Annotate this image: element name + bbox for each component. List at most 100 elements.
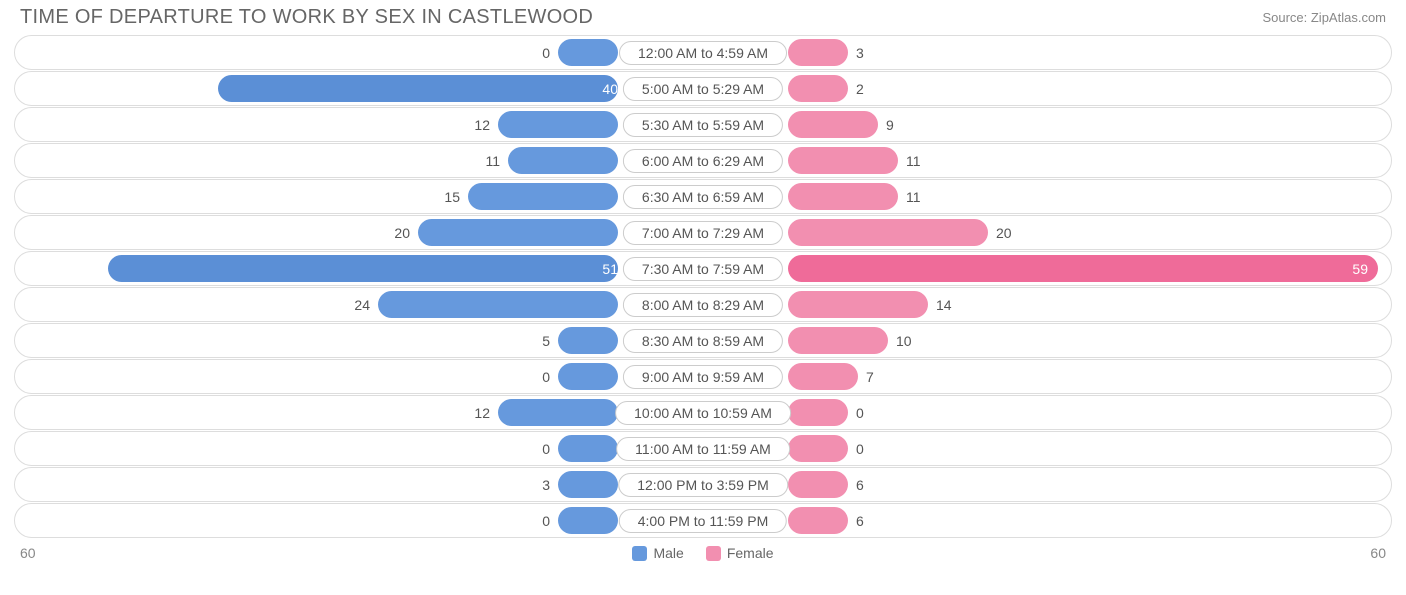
- row-time-label: 12:00 PM to 3:59 PM: [618, 473, 788, 497]
- legend-swatch-female: [706, 546, 721, 561]
- male-value: 20: [386, 225, 418, 241]
- male-bar: [558, 507, 618, 534]
- female-value: 20: [988, 225, 1020, 241]
- chart-row: 5:30 AM to 5:59 AM 12 9: [14, 107, 1392, 142]
- male-value: 0: [534, 513, 558, 529]
- female-value: 0: [848, 441, 872, 457]
- male-bar: [498, 399, 618, 426]
- chart-row: 5:00 AM to 5:29 AM 40 2: [14, 71, 1392, 106]
- row-time-label: 9:00 AM to 9:59 AM: [623, 365, 783, 389]
- chart-row: 12:00 PM to 3:59 PM 3 6: [14, 467, 1392, 502]
- chart-row: 4:00 PM to 11:59 PM 0 6: [14, 503, 1392, 538]
- female-value: 6: [848, 513, 872, 529]
- row-time-label: 12:00 AM to 4:59 AM: [619, 41, 787, 65]
- male-bar: 40: [218, 75, 618, 102]
- male-value: 12: [466, 405, 498, 421]
- male-value: 24: [346, 297, 378, 313]
- row-time-label: 7:30 AM to 7:59 AM: [623, 257, 783, 281]
- chart-title: TIME OF DEPARTURE TO WORK BY SEX IN CAST…: [20, 6, 593, 29]
- chart-row: 8:00 AM to 8:29 AM 24 14: [14, 287, 1392, 322]
- chart-row: 9:00 AM to 9:59 AM 0 7: [14, 359, 1392, 394]
- female-bar: [788, 435, 848, 462]
- female-bar: [788, 399, 848, 426]
- legend-item-female: Female: [706, 545, 774, 561]
- male-bar: [558, 327, 618, 354]
- female-bar-container: 59: [703, 255, 1378, 282]
- chart-row: 8:30 AM to 8:59 AM 5 10: [14, 323, 1392, 358]
- female-bar: 59: [788, 255, 1378, 282]
- chart-row: 6:00 AM to 6:29 AM 11 11: [14, 143, 1392, 178]
- male-bar: [468, 183, 618, 210]
- legend-label-female: Female: [727, 545, 774, 561]
- row-time-label: 6:30 AM to 6:59 AM: [623, 185, 783, 209]
- female-bar: [788, 291, 928, 318]
- male-bar: 51: [108, 255, 618, 282]
- axis-max-left: 60: [20, 545, 36, 561]
- female-bar: [788, 75, 848, 102]
- male-value: 40: [602, 81, 618, 97]
- chart-header: TIME OF DEPARTURE TO WORK BY SEX IN CAST…: [0, 0, 1406, 31]
- male-bar: [558, 471, 618, 498]
- female-value: 2: [848, 81, 872, 97]
- row-time-label: 11:00 AM to 11:59 AM: [616, 437, 790, 461]
- female-value: 9: [878, 117, 902, 133]
- male-bar-container: 51: [108, 255, 703, 282]
- male-value: 3: [534, 477, 558, 493]
- legend-swatch-male: [632, 546, 647, 561]
- female-value: 6: [848, 477, 872, 493]
- female-bar: [788, 363, 858, 390]
- male-value: 15: [436, 189, 468, 205]
- row-time-label: 4:00 PM to 11:59 PM: [619, 509, 787, 533]
- legend-item-male: Male: [632, 545, 683, 561]
- female-bar: [788, 111, 878, 138]
- chart-row: 6:30 AM to 6:59 AM 15 11: [14, 179, 1392, 214]
- male-value: 0: [534, 441, 558, 457]
- male-value: 5: [534, 333, 558, 349]
- female-value: 10: [888, 333, 920, 349]
- male-bar: [558, 363, 618, 390]
- female-bar: [788, 507, 848, 534]
- chart-row: 7:00 AM to 7:29 AM 20 20: [14, 215, 1392, 250]
- female-value: 11: [898, 153, 929, 169]
- female-value: 11: [898, 189, 929, 205]
- male-bar: [498, 111, 618, 138]
- female-value: 7: [858, 369, 882, 385]
- chart-source: Source: ZipAtlas.com: [1262, 6, 1386, 25]
- male-bar: [558, 39, 618, 66]
- male-bar: [558, 435, 618, 462]
- row-time-label: 8:30 AM to 8:59 AM: [623, 329, 783, 353]
- female-bar: [788, 39, 848, 66]
- male-value: 51: [602, 261, 618, 277]
- male-value: 12: [466, 117, 498, 133]
- female-bar: [788, 471, 848, 498]
- female-bar: [788, 219, 988, 246]
- male-bar: [508, 147, 618, 174]
- male-bar: [378, 291, 618, 318]
- male-value: 0: [534, 369, 558, 385]
- female-bar: [788, 183, 898, 210]
- axis-max-right: 60: [1370, 545, 1386, 561]
- legend: Male Female: [632, 545, 773, 561]
- chart-row: 7:30 AM to 7:59 AM 51 59: [14, 251, 1392, 286]
- chart-row: 10:00 AM to 10:59 AM 12 0: [14, 395, 1392, 430]
- chart-footer: 60 Male Female 60: [0, 539, 1406, 561]
- row-time-label: 7:00 AM to 7:29 AM: [623, 221, 783, 245]
- female-value: 59: [1352, 261, 1368, 277]
- female-bar: [788, 327, 888, 354]
- row-time-label: 8:00 AM to 8:29 AM: [623, 293, 783, 317]
- female-bar: [788, 147, 898, 174]
- chart-row: 11:00 AM to 11:59 AM 0 0: [14, 431, 1392, 466]
- chart-row: 12:00 AM to 4:59 AM 0 3: [14, 35, 1392, 70]
- female-value: 14: [928, 297, 960, 313]
- female-value: 0: [848, 405, 872, 421]
- male-value: 11: [477, 153, 508, 169]
- row-time-label: 6:00 AM to 6:29 AM: [623, 149, 783, 173]
- row-time-label: 5:00 AM to 5:29 AM: [623, 77, 783, 101]
- legend-label-male: Male: [653, 545, 683, 561]
- male-bar: [418, 219, 618, 246]
- chart-body: 12:00 AM to 4:59 AM 0 3 5:00 AM to 5:29 AM 4…: [0, 31, 1406, 538]
- row-time-label: 5:30 AM to 5:59 AM: [623, 113, 783, 137]
- female-value: 3: [848, 45, 872, 61]
- row-time-label: 10:00 AM to 10:59 AM: [615, 401, 791, 425]
- male-value: 0: [534, 45, 558, 61]
